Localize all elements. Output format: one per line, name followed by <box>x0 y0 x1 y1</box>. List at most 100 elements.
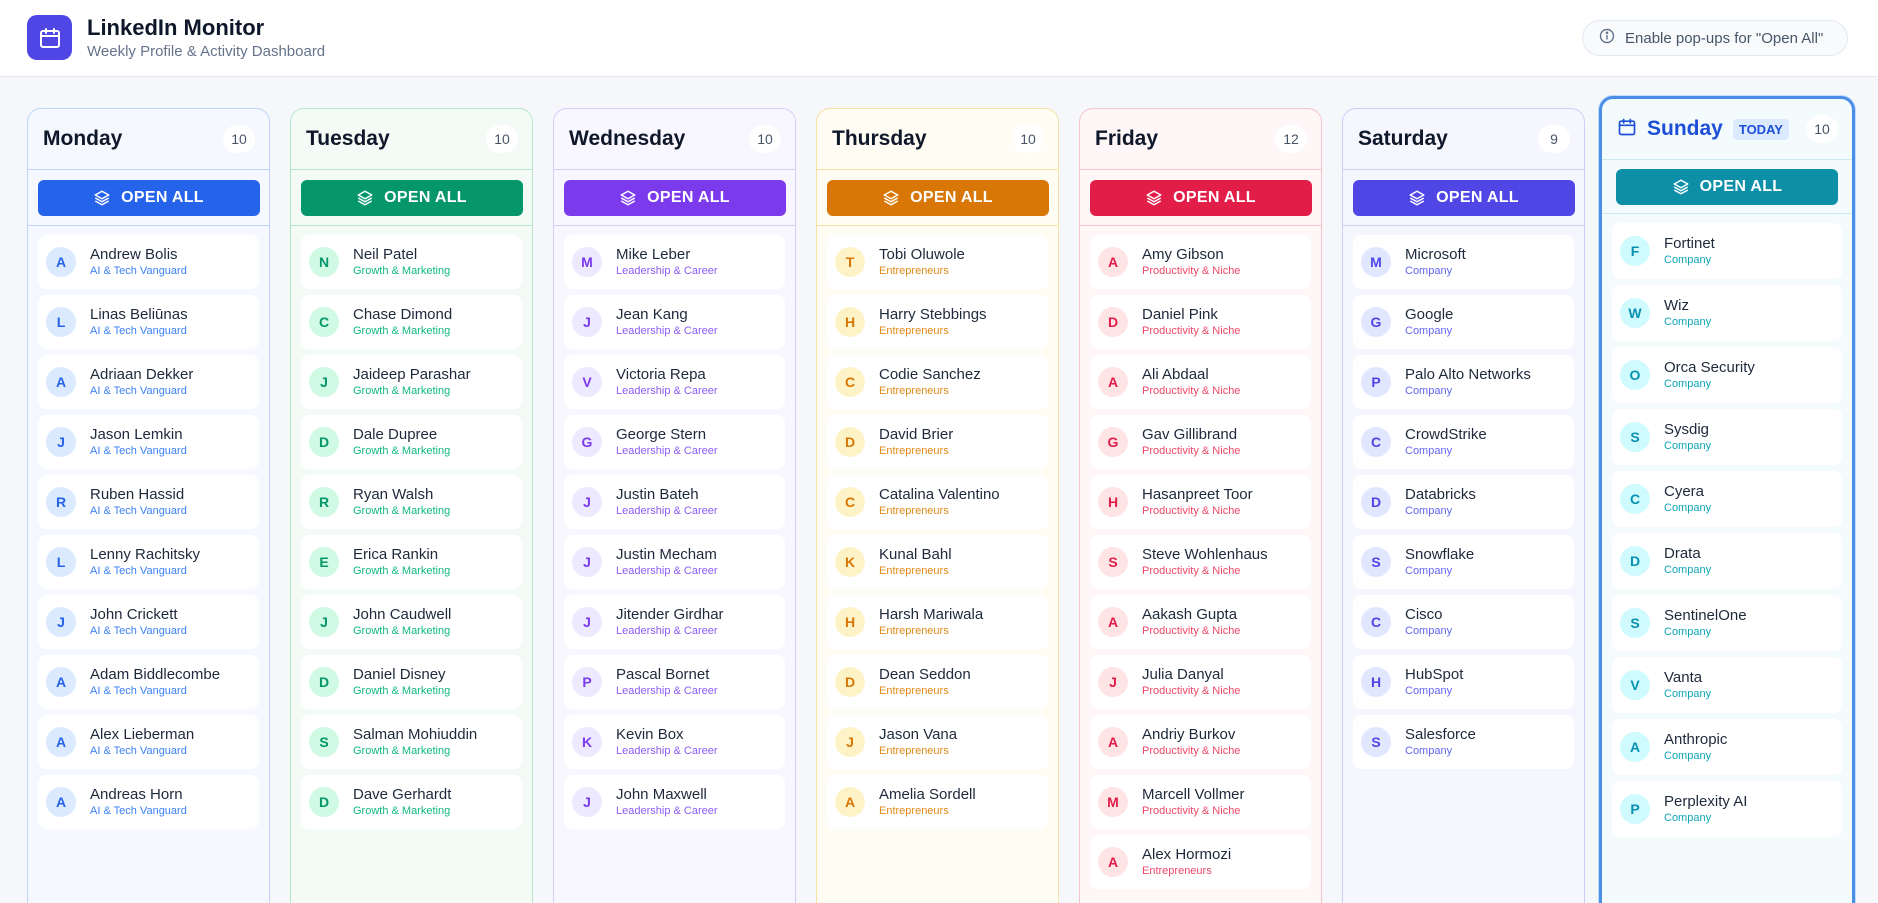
avatar: G <box>1361 307 1391 337</box>
profile-category: Company <box>1664 502 1712 514</box>
profile-item[interactable]: H Harsh Mariwala Entrepreneurs <box>827 595 1048 649</box>
profile-item[interactable]: S Salesforce Company <box>1353 715 1574 769</box>
profile-item[interactable]: A Anthropic Company <box>1612 719 1842 775</box>
profile-item[interactable]: P Pascal Bornet Leadership & Career <box>564 655 785 709</box>
profile-item[interactable]: G George Stern Leadership & Career <box>564 415 785 469</box>
profile-item[interactable]: E Erica Rankin Growth & Marketing <box>301 535 522 589</box>
profile-item[interactable]: S Steve Wohlenhaus Productivity & Niche <box>1090 535 1311 589</box>
profile-item[interactable]: A Alex Lieberman AI & Tech Vanguard <box>38 715 259 769</box>
avatar: L <box>46 547 76 577</box>
profile-item[interactable]: J John Caudwell Growth & Marketing <box>301 595 522 649</box>
profile-item[interactable]: D Dale Dupree Growth & Marketing <box>301 415 522 469</box>
profile-item[interactable]: J Justin Mecham Leadership & Career <box>564 535 785 589</box>
open-all-button[interactable]: OPEN ALL <box>300 179 523 216</box>
profile-item[interactable]: D Databricks Company <box>1353 475 1574 529</box>
profile-name: Andreas Horn <box>90 786 183 803</box>
profile-item[interactable]: M Mike Leber Leadership & Career <box>564 235 785 289</box>
avatar: D <box>309 427 339 457</box>
profile-name: Jason Vana <box>879 726 958 743</box>
profile-item[interactable]: J Justin Bateh Leadership & Career <box>564 475 785 529</box>
profile-name: John Maxwell <box>616 786 707 803</box>
profile-item[interactable]: H Harry Stebbings Entrepreneurs <box>827 295 1048 349</box>
info-icon <box>1599 28 1615 48</box>
profile-item[interactable]: P Perplexity AI Company <box>1612 781 1842 837</box>
profile-item[interactable]: C Cisco Company <box>1353 595 1574 649</box>
profile-item[interactable]: C Codie Sanchez Entrepreneurs <box>827 355 1048 409</box>
profile-item[interactable]: C Chase Dimond Growth & Marketing <box>301 295 522 349</box>
profile-item[interactable]: D Dean Seddon Entrepreneurs <box>827 655 1048 709</box>
profile-item[interactable]: A Adriaan Dekker AI & Tech Vanguard <box>38 355 259 409</box>
profile-item[interactable]: J John Maxwell Leadership & Career <box>564 775 785 829</box>
profile-item[interactable]: F Fortinet Company <box>1612 223 1842 279</box>
open-all-button[interactable]: OPEN ALL <box>563 179 786 216</box>
profile-item[interactable]: J Julia Danyal Productivity & Niche <box>1090 655 1311 709</box>
profile-item[interactable]: M Marcell Vollmer Productivity & Niche <box>1090 775 1311 829</box>
profile-item[interactable]: V Victoria Repa Leadership & Career <box>564 355 785 409</box>
profile-item[interactable]: T Tobi Oluwole Entrepreneurs <box>827 235 1048 289</box>
profile-item[interactable]: S SentinelOne Company <box>1612 595 1842 651</box>
open-all-button[interactable]: OPEN ALL <box>1089 179 1312 216</box>
avatar: J <box>309 607 339 637</box>
profile-item[interactable]: A Aakash Gupta Productivity & Niche <box>1090 595 1311 649</box>
profile-item[interactable]: D Daniel Disney Growth & Marketing <box>301 655 522 709</box>
profile-item[interactable]: P Palo Alto Networks Company <box>1353 355 1574 409</box>
profile-item[interactable]: M Microsoft Company <box>1353 235 1574 289</box>
profile-item[interactable]: J Jitender Girdhar Leadership & Career <box>564 595 785 649</box>
profile-count-badge: 10 <box>223 125 255 153</box>
profile-item[interactable]: L Lenny Rachitsky AI & Tech Vanguard <box>38 535 259 589</box>
profile-item[interactable]: G Gav Gillibrand Productivity & Niche <box>1090 415 1311 469</box>
profile-item[interactable]: J John Crickett AI & Tech Vanguard <box>38 595 259 649</box>
profile-item[interactable]: D David Brier Entrepreneurs <box>827 415 1048 469</box>
avatar: T <box>835 247 865 277</box>
profile-category: Leadership & Career <box>616 745 718 757</box>
open-all-button[interactable]: OPEN ALL <box>1616 168 1838 205</box>
profile-item[interactable]: N Neil Patel Growth & Marketing <box>301 235 522 289</box>
profile-name: Steve Wohlenhaus <box>1142 546 1268 563</box>
profile-item[interactable]: K Kunal Bahl Entrepreneurs <box>827 535 1048 589</box>
profile-name: Ryan Walsh <box>353 486 434 503</box>
avatar: A <box>1098 847 1128 877</box>
profile-item[interactable]: O Orca Security Company <box>1612 347 1842 403</box>
profile-item[interactable]: G Google Company <box>1353 295 1574 349</box>
profile-item[interactable]: C Cyera Company <box>1612 471 1842 527</box>
profile-item[interactable]: J Jaideep Parashar Growth & Marketing <box>301 355 522 409</box>
avatar: A <box>46 787 76 817</box>
profile-item[interactable]: H HubSpot Company <box>1353 655 1574 709</box>
profile-item[interactable]: A Amy Gibson Productivity & Niche <box>1090 235 1311 289</box>
open-all-button[interactable]: OPEN ALL <box>37 179 260 216</box>
profile-item[interactable]: A Adam Biddlecombe AI & Tech Vanguard <box>38 655 259 709</box>
profile-item[interactable]: D Dave Gerhardt Growth & Marketing <box>301 775 522 829</box>
profile-item[interactable]: R Ryan Walsh Growth & Marketing <box>301 475 522 529</box>
profile-name: Kunal Bahl <box>879 546 952 563</box>
profile-item[interactable]: K Kevin Box Leadership & Career <box>564 715 785 769</box>
profile-item[interactable]: S Sysdig Company <box>1612 409 1842 465</box>
profile-item[interactable]: H Hasanpreet Toor Productivity & Niche <box>1090 475 1311 529</box>
profile-category: Company <box>1405 505 1453 517</box>
profile-item[interactable]: W Wiz Company <box>1612 285 1842 341</box>
profile-item[interactable]: A Andrew Bolis AI & Tech Vanguard <box>38 235 259 289</box>
profile-item[interactable]: A Ali Abdaal Productivity & Niche <box>1090 355 1311 409</box>
profile-item[interactable]: A Andreas Horn AI & Tech Vanguard <box>38 775 259 829</box>
profile-item[interactable]: D Drata Company <box>1612 533 1842 589</box>
open-all-button[interactable]: OPEN ALL <box>826 179 1049 216</box>
profile-item[interactable]: J Jason Lemkin AI & Tech Vanguard <box>38 415 259 469</box>
profile-item[interactable]: J Jean Kang Leadership & Career <box>564 295 785 349</box>
profile-item[interactable]: J Jason Vana Entrepreneurs <box>827 715 1048 769</box>
profile-item[interactable]: D Daniel Pink Productivity & Niche <box>1090 295 1311 349</box>
profile-item[interactable]: R Ruben Hassid AI & Tech Vanguard <box>38 475 259 529</box>
profile-item[interactable]: L Linas Beliūnas AI & Tech Vanguard <box>38 295 259 349</box>
profile-name: Google <box>1405 306 1454 323</box>
day-title: Thursday <box>832 127 927 150</box>
profile-item[interactable]: C Catalina Valentino Entrepreneurs <box>827 475 1048 529</box>
profile-item[interactable]: C CrowdStrike Company <box>1353 415 1574 469</box>
profile-name: Hasanpreet Toor <box>1142 486 1253 503</box>
profile-item[interactable]: A Andriy Burkov Productivity & Niche <box>1090 715 1311 769</box>
profile-item[interactable]: A Alex Hormozi Entrepreneurs <box>1090 835 1311 889</box>
profile-item[interactable]: S Snowflake Company <box>1353 535 1574 589</box>
profile-item[interactable]: A Amelia Sordell Entrepreneurs <box>827 775 1048 829</box>
profile-item[interactable]: V Vanta Company <box>1612 657 1842 713</box>
profile-category: Company <box>1405 565 1453 577</box>
layers-icon <box>1672 178 1690 196</box>
profile-item[interactable]: S Salman Mohiuddin Growth & Marketing <box>301 715 522 769</box>
open-all-button[interactable]: OPEN ALL <box>1352 179 1575 216</box>
